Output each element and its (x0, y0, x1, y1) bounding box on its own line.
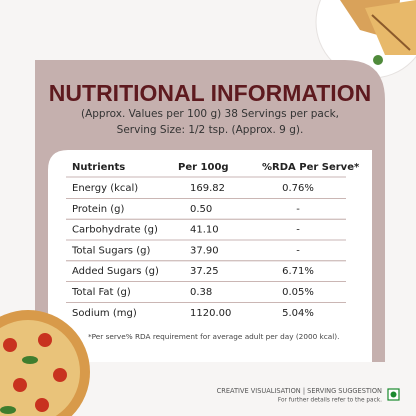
column-header: Nutrients (72, 162, 125, 173)
table-cell: 1120.00 (190, 308, 231, 319)
table-cell: 0.50 (190, 204, 212, 215)
table-cell: - (296, 225, 300, 236)
table-cell: - (296, 245, 300, 256)
nutrition-table: Nutrients Per 100g %RDA Per Serve* Energy (… (66, 162, 360, 319)
title: NUTRITIONAL INFORMATION (49, 80, 371, 106)
table-cell: Sodium (mg) (72, 308, 137, 319)
table-cell: 37.25 (190, 266, 219, 277)
column-header: Per 100g (178, 162, 229, 173)
table-cell: Total Fat (g) (71, 287, 131, 298)
column-header: %RDA Per Serve* (262, 162, 360, 173)
table-cell: 0.05% (282, 287, 314, 298)
table-cell: 37.90 (190, 245, 219, 256)
table-cell: 0.38 (190, 287, 212, 298)
footnote: *Per serve% RDA requirement for average … (88, 332, 339, 341)
caption: CREATIVE VISUALISATION | SERVING SUGGEST… (217, 387, 382, 395)
table-cell: - (296, 204, 300, 215)
pizza-image (0, 310, 90, 416)
table-cell: 0.76% (282, 183, 314, 194)
table-cell: Protein (g) (72, 204, 124, 215)
table-cell: 5.04% (282, 308, 314, 319)
caption-note: For further details refer to the pack. (278, 398, 382, 404)
subtitle: (Approx. Values per 100 g) 38 Servings p… (81, 108, 339, 120)
table-cell: 6.71% (282, 266, 314, 277)
subtitle: Serving Size: 1/2 tsp. (Approx. 9 g). (117, 124, 304, 136)
table-cell: Energy (kcal) (72, 183, 138, 194)
table-card (48, 150, 372, 362)
table-cell: 169.82 (190, 183, 225, 194)
table-cell: Carbohydrate (g) (72, 225, 158, 236)
veg-icon (387, 388, 400, 401)
table-cell: Total Sugars (g) (71, 245, 150, 256)
table-cell: Added Sugars (g) (72, 266, 159, 277)
table-cell: 41.10 (190, 225, 219, 236)
